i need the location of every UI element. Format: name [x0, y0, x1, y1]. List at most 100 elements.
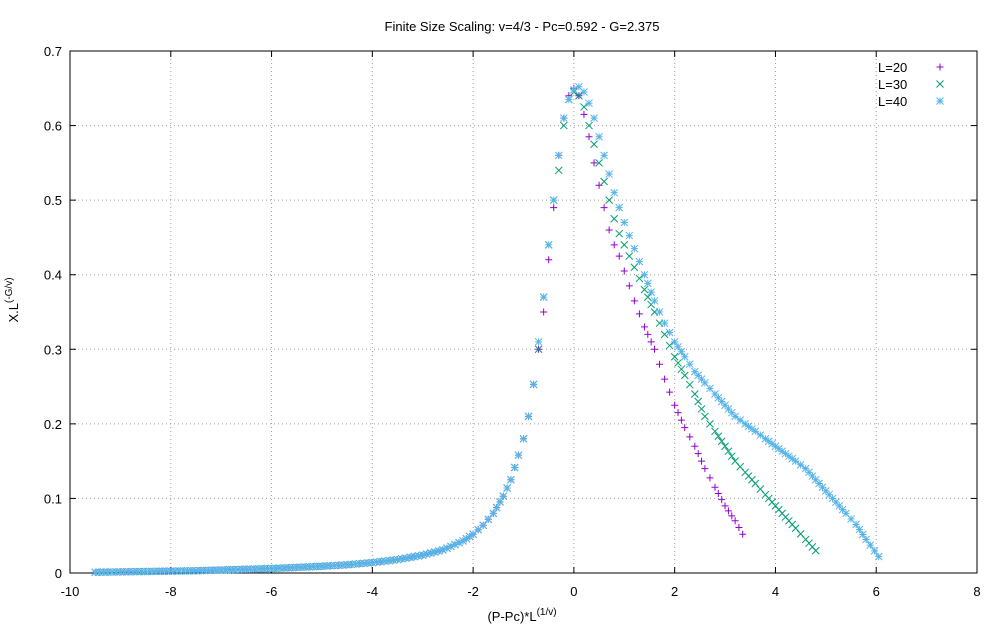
data-point [124, 567, 133, 576]
data-point [736, 416, 745, 424]
x-axis-label-base: (P-Pc)*L [487, 609, 536, 624]
data-point [465, 532, 474, 541]
data-point [196, 566, 205, 575]
data-point [647, 288, 656, 296]
data-point [717, 437, 726, 446]
data-point [418, 551, 427, 559]
data-point [791, 457, 800, 465]
data-point [625, 252, 634, 260]
data-point [301, 563, 310, 571]
data-point [714, 489, 722, 497]
data-point [640, 285, 649, 294]
data-point [187, 566, 196, 575]
y-tick-label: 0.5 [44, 193, 62, 208]
data-point [855, 525, 864, 534]
data-point [874, 552, 883, 561]
data-point [545, 256, 553, 264]
data-point [605, 226, 613, 234]
data-point [330, 561, 339, 570]
data-point [103, 568, 112, 576]
data-point [166, 567, 175, 575]
data-point [376, 557, 385, 566]
data-point [550, 204, 558, 212]
axis-ticks: -10 -8 -6 -4 -2 0 2 4 6 8 0 0.1 0.2 0.3 0.4 0.5 0.6 0.7 [44, 44, 981, 599]
data-point [620, 218, 629, 227]
data-point [718, 496, 726, 504]
data-point [727, 452, 736, 461]
data-point [677, 416, 685, 424]
y-tick-label: 0.1 [44, 491, 62, 506]
data-point [828, 494, 837, 503]
data-point [744, 422, 753, 431]
data-point [620, 267, 628, 275]
data-point [832, 498, 840, 507]
data-point [534, 345, 543, 354]
data-point [297, 563, 305, 572]
data-point [554, 151, 563, 160]
legend-marker [936, 97, 944, 105]
data-point [334, 561, 343, 570]
data-point [158, 567, 167, 576]
data-point [690, 390, 699, 398]
data-point [496, 498, 504, 506]
data-point [665, 328, 674, 337]
data-point [711, 390, 719, 398]
data-point [768, 439, 776, 448]
data-point [866, 541, 875, 550]
data-point [455, 538, 463, 547]
data-point [630, 297, 638, 305]
data-point [600, 177, 608, 186]
data-point [385, 556, 393, 565]
data-point [640, 323, 648, 331]
x-tick-label: -6 [266, 584, 278, 599]
data-point [585, 99, 593, 108]
data-point [665, 341, 674, 350]
data-point [811, 546, 820, 555]
legend-item: L=40 [878, 94, 944, 109]
data-point [179, 567, 188, 575]
data-point [292, 563, 301, 572]
data-point [858, 530, 867, 539]
data-point [785, 452, 793, 461]
data-point [748, 424, 756, 433]
x-tick-label: -2 [467, 584, 479, 599]
data-point [615, 229, 624, 238]
x-tick-label: 2 [671, 584, 678, 599]
data-point [426, 549, 435, 557]
data-point [847, 515, 855, 523]
data-point [805, 468, 813, 477]
data-point [811, 475, 820, 484]
data-point [808, 472, 817, 480]
data-point [677, 365, 686, 374]
legend-marker [936, 63, 944, 71]
data-point [610, 188, 619, 197]
data-point [694, 371, 703, 380]
data-point [238, 565, 247, 574]
data-point [852, 520, 860, 529]
data-point [756, 431, 765, 439]
data-point [133, 567, 142, 576]
data-point [821, 487, 830, 495]
x-tick-label: 8 [973, 584, 980, 599]
data-point [595, 159, 603, 167]
data-point [595, 132, 603, 141]
data-point [539, 293, 548, 301]
x-axis-label-sup: (1/v) [537, 607, 557, 618]
data-point [397, 554, 406, 563]
data-point [91, 568, 100, 577]
data-point [263, 564, 272, 573]
data-point [99, 568, 108, 576]
data-point [818, 483, 827, 492]
data-point [544, 241, 553, 249]
data-point [728, 512, 736, 520]
data-points [91, 82, 883, 577]
data-point [685, 380, 694, 389]
data-point [250, 565, 259, 573]
data-point [355, 559, 364, 568]
data-point [727, 408, 736, 417]
data-point [585, 133, 593, 141]
data-point [360, 559, 368, 568]
x-tick-label: 0 [570, 584, 577, 599]
data-point [862, 535, 870, 544]
